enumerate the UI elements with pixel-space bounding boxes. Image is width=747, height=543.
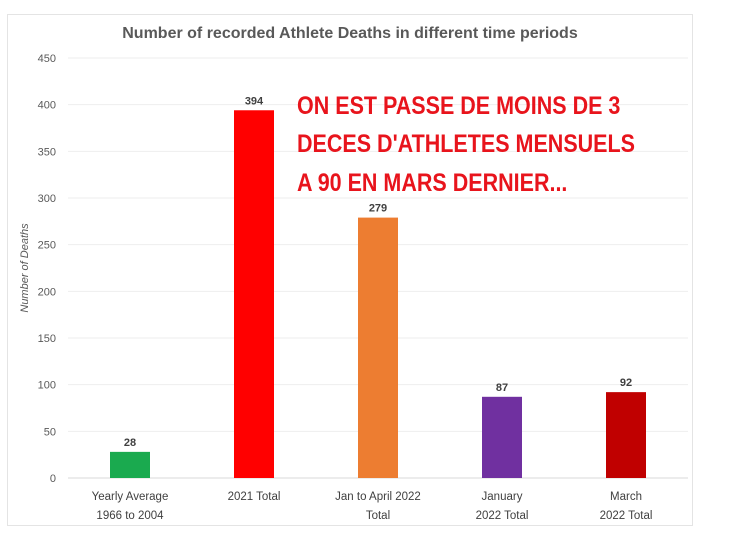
bar xyxy=(234,110,274,479)
y-tick-label: 350 xyxy=(38,146,56,158)
y-tick-label: 150 xyxy=(38,333,56,345)
y-tick-label: 250 xyxy=(38,240,56,252)
x-tick-label: 2021 Total xyxy=(228,491,281,503)
x-tick-label: January xyxy=(482,491,523,503)
y-axis-label: Number of Deaths xyxy=(19,223,31,313)
x-tick-label: Yearly Average xyxy=(92,491,169,503)
x-tick-label: 2022 Total xyxy=(476,510,529,522)
y-tick-label: 450 xyxy=(38,53,56,65)
annotation-line-1: ON EST PASSE DE MOINS DE 3 xyxy=(297,92,621,120)
data-label: 28 xyxy=(124,437,136,449)
x-tick-label: 1966 to 2004 xyxy=(96,510,164,522)
data-label: 279 xyxy=(369,203,387,215)
y-tick-label: 0 xyxy=(50,473,56,485)
x-tick-label: Total xyxy=(366,510,390,522)
y-tick-label: 200 xyxy=(38,286,56,298)
chart-frame xyxy=(7,14,693,526)
annotation-line-2: DECES D'ATHLETES MENSUELS xyxy=(297,130,636,158)
data-label: 394 xyxy=(245,95,264,107)
annotation-line-3: A 90 EN MARS DERNIER... xyxy=(297,169,568,197)
chart-title: Number of recorded Athlete Deaths in dif… xyxy=(122,25,578,42)
x-tick-label: March xyxy=(610,491,642,503)
data-label: 92 xyxy=(620,377,632,389)
bar xyxy=(482,396,522,478)
bar xyxy=(358,217,398,478)
data-label: 87 xyxy=(496,382,508,394)
x-tick-label: 2022 Total xyxy=(600,510,653,522)
bar xyxy=(606,392,646,478)
y-tick-label: 400 xyxy=(38,100,56,112)
y-tick-label: 50 xyxy=(44,426,56,438)
x-tick-label: Jan to April 2022 xyxy=(335,491,421,503)
y-tick-label: 300 xyxy=(38,193,56,205)
y-tick-label: 100 xyxy=(38,380,56,392)
bar xyxy=(110,451,150,478)
